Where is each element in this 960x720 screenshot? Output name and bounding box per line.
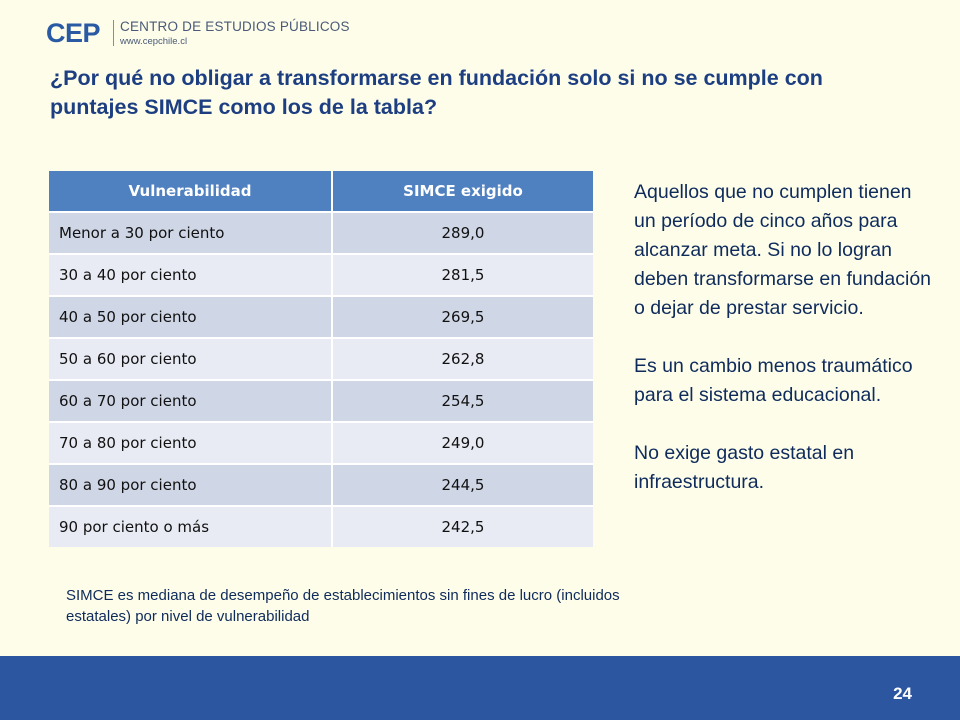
column-header-vulnerabilidad: Vulnerabilidad — [49, 171, 333, 212]
logo-mark: CEP — [46, 18, 101, 48]
table-row: 30 a 40 por ciento 281,5 — [49, 253, 593, 296]
table-footnote: SIMCE es mediana de desempeño de estable… — [66, 587, 620, 625]
vulnerability-cell: 30 a 40 por ciento — [49, 253, 333, 296]
simce-table: Vulnerabilidad SIMCE exigido Menor a 30 … — [49, 171, 593, 547]
table-row: 80 a 90 por ciento 244,5 — [49, 463, 593, 506]
simce-cell: 262,8 — [332, 337, 593, 380]
table-row: 50 a 60 por ciento 262,8 — [49, 337, 593, 380]
vulnerability-cell: 50 a 60 por ciento — [49, 337, 333, 380]
simce-cell: 289,0 — [332, 211, 593, 254]
table-header-row: Vulnerabilidad SIMCE exigido — [49, 171, 593, 212]
table-row: 90 por ciento o más 242,5 — [49, 505, 593, 547]
table-row: 70 a 80 por ciento 249,0 — [49, 421, 593, 464]
table-row: 60 a 70 por ciento 254,5 — [49, 379, 593, 422]
side-paragraph: Aquellos que no cumplen tienen un períod… — [634, 181, 932, 319]
vulnerability-cell: Menor a 30 por ciento — [49, 211, 333, 254]
simce-cell: 249,0 — [332, 421, 593, 464]
vulnerability-cell: 70 a 80 por ciento — [49, 421, 333, 464]
vulnerability-cell: 60 a 70 por ciento — [49, 379, 333, 422]
org-url: www.cepchile.cl — [120, 36, 188, 47]
table-row: 40 a 50 por ciento 269,5 — [49, 295, 593, 338]
simce-cell: 281,5 — [332, 253, 593, 296]
simce-cell: 244,5 — [332, 463, 593, 506]
simce-cell: 242,5 — [332, 505, 593, 547]
simce-cell: 269,5 — [332, 295, 593, 338]
logo-divider — [113, 20, 114, 46]
vulnerability-cell: 40 a 50 por ciento — [49, 295, 333, 338]
vulnerability-cell: 80 a 90 por ciento — [49, 463, 333, 506]
slide-title: ¿Por qué no obligar a transformarse en f… — [50, 66, 823, 119]
side-paragraph: No exige gasto estatal en infraestructur… — [634, 442, 855, 493]
page-number: 24 — [893, 684, 912, 703]
simce-cell: 254,5 — [332, 379, 593, 422]
table-row: Menor a 30 por ciento 289,0 — [49, 211, 593, 254]
footer-bar: 24 — [0, 656, 960, 720]
side-paragraph: Es un cambio menos traumático para el si… — [634, 355, 913, 406]
column-header-simce: SIMCE exigido — [332, 171, 593, 212]
org-name: CENTRO DE ESTUDIOS PÚBLICOS — [120, 19, 350, 34]
vulnerability-cell: 90 por ciento o más — [49, 505, 333, 547]
side-text-block: Aquellos que no cumplen tienen un períod… — [634, 178, 934, 526]
